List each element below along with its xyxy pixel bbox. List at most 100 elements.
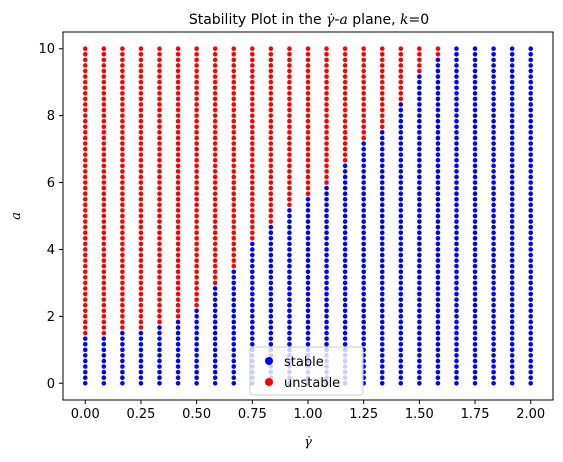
point-unstable <box>175 236 181 241</box>
point-stable <box>491 353 496 358</box>
point-stable <box>175 380 181 386</box>
point-unstable <box>250 141 255 146</box>
x-tick-label: 0.50 <box>182 407 211 422</box>
point-unstable <box>305 135 311 141</box>
point-unstable <box>250 169 255 174</box>
point-stable <box>454 286 459 291</box>
legend-marker-stable <box>265 357 273 365</box>
point-unstable <box>361 63 366 68</box>
point-stable <box>472 358 478 364</box>
point-stable <box>398 230 404 236</box>
point-unstable <box>138 141 144 146</box>
point-stable <box>379 174 385 180</box>
point-unstable <box>212 57 218 63</box>
point-unstable <box>212 180 218 185</box>
point-stable <box>194 364 199 369</box>
point-stable <box>417 141 422 146</box>
point-stable <box>491 364 496 369</box>
point-unstable <box>305 107 311 113</box>
point-stable <box>268 308 274 314</box>
point-unstable <box>120 263 125 269</box>
point-unstable <box>194 141 199 146</box>
point-stable <box>138 364 144 369</box>
point-stable <box>324 219 329 224</box>
point-stable <box>435 96 441 102</box>
point-unstable <box>268 213 274 219</box>
point-stable <box>454 157 459 163</box>
point-unstable <box>120 152 125 157</box>
point-unstable <box>379 79 385 85</box>
point-unstable <box>82 163 88 169</box>
point-unstable <box>175 79 181 85</box>
point-stable <box>305 208 311 213</box>
point-unstable <box>231 130 237 135</box>
point-stable <box>472 124 478 130</box>
point-stable <box>398 141 404 146</box>
point-unstable <box>287 202 292 208</box>
point-unstable <box>120 208 125 213</box>
point-unstable <box>287 118 292 124</box>
point-stable <box>268 269 274 275</box>
point-stable <box>509 91 515 96</box>
point-stable <box>398 163 404 169</box>
point-unstable <box>120 185 125 191</box>
point-unstable <box>305 118 311 124</box>
point-unstable <box>212 163 218 169</box>
point-unstable <box>287 141 292 146</box>
point-stable <box>305 241 311 247</box>
point-stable <box>491 213 496 219</box>
point-stable <box>528 141 534 146</box>
point-stable <box>435 302 441 308</box>
point-stable <box>398 330 404 336</box>
point-stable <box>454 280 459 286</box>
point-stable <box>417 157 422 163</box>
point-stable <box>120 358 125 364</box>
point-stable <box>342 330 348 336</box>
point-stable <box>435 375 441 381</box>
point-stable <box>472 280 478 286</box>
point-unstable <box>324 163 329 169</box>
point-stable <box>417 358 422 364</box>
point-stable <box>491 141 496 146</box>
point-stable <box>398 336 404 341</box>
point-unstable <box>138 208 144 213</box>
point-stable <box>509 364 515 369</box>
point-stable <box>417 258 422 263</box>
point-unstable <box>120 258 125 263</box>
point-unstable <box>194 152 199 157</box>
point-unstable <box>231 107 237 113</box>
point-unstable <box>231 102 237 107</box>
point-stable <box>454 102 459 107</box>
point-unstable <box>324 46 329 52</box>
point-unstable <box>175 68 181 74</box>
point-unstable <box>101 319 107 325</box>
point-stable <box>212 297 218 302</box>
x-axis-ticks: 0.00 0.25 0.50 0.75 1.00 1.25 1.50 1.75 2.00 <box>71 400 545 422</box>
point-stable <box>398 263 404 269</box>
point-unstable <box>157 57 162 63</box>
point-stable <box>138 353 144 358</box>
point-unstable <box>250 208 255 213</box>
point-unstable <box>379 74 385 79</box>
point-stable <box>472 91 478 96</box>
point-unstable <box>212 74 218 79</box>
point-unstable <box>120 302 125 308</box>
point-stable <box>472 68 478 74</box>
point-unstable <box>194 291 199 297</box>
point-stable <box>528 358 534 364</box>
point-stable <box>398 314 404 319</box>
point-stable <box>435 269 441 275</box>
point-stable <box>212 364 218 369</box>
point-stable <box>528 191 534 196</box>
point-unstable <box>212 219 218 224</box>
point-stable <box>305 341 311 347</box>
point-unstable <box>231 252 237 258</box>
point-unstable <box>250 219 255 224</box>
point-stable <box>361 230 366 236</box>
point-stable <box>379 291 385 297</box>
point-stable <box>231 308 237 314</box>
point-stable <box>509 213 515 219</box>
point-stable <box>379 146 385 152</box>
point-stable <box>342 185 348 191</box>
point-unstable <box>120 79 125 85</box>
